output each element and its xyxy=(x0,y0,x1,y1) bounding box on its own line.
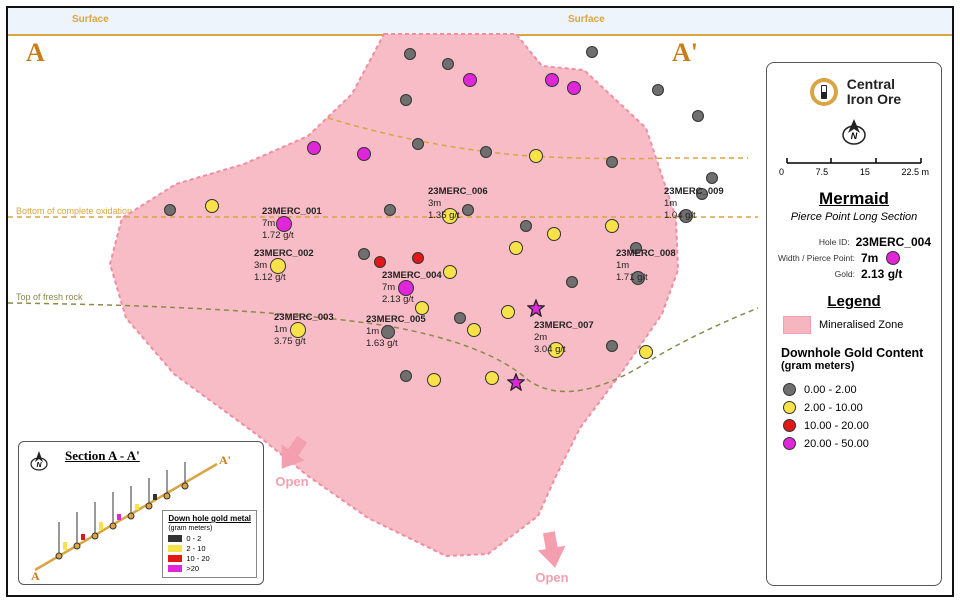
hole-label: 23MERC_0047m2.13 g/t xyxy=(382,270,442,306)
inset-legend-item: 2 - 10 xyxy=(168,544,251,553)
inset-legend: Down hole gold metal (gram meters) 0 - 2… xyxy=(162,510,257,578)
gold-dot xyxy=(692,110,704,122)
v: 23MERC_004 xyxy=(856,235,931,249)
scale-bar: 0 7.5 15 22.5 m xyxy=(779,153,929,177)
gold-dot xyxy=(443,265,457,279)
open-arrow-down: Open xyxy=(532,530,572,585)
gold-dot xyxy=(605,219,619,233)
gold-dot xyxy=(652,84,664,96)
gold-dot xyxy=(639,345,653,359)
legend-items: 0.00 - 2.00 2.00 - 10.00 10.00 - 20.00 20.0… xyxy=(783,378,869,455)
gold-dot xyxy=(520,220,532,232)
inset-legend-item: >20 xyxy=(168,564,251,573)
legend-mineralised-zone: Mineralised Zone xyxy=(783,316,903,334)
gold-dot xyxy=(358,248,370,260)
gold-dot xyxy=(384,204,396,216)
scale-tick: 15 xyxy=(860,167,870,177)
hole-label: 23MERC_0023m1.12 g/t xyxy=(254,248,314,284)
inset-legend-sub: (gram meters) xyxy=(168,525,251,532)
v: 7m xyxy=(861,251,878,265)
company-logo: Central Iron Ore xyxy=(807,75,901,109)
gold-dot xyxy=(400,94,412,106)
gold-dot xyxy=(545,73,559,87)
map-frame: Surface Surface A A' Bottom of complete … xyxy=(6,6,954,597)
gold-dot xyxy=(467,323,481,337)
hole-label: 23MERC_0081m1.71 g/t xyxy=(616,248,676,284)
hole-label: 23MERC_0051m1.63 g/t xyxy=(366,314,426,350)
svg-text:A: A xyxy=(31,569,40,583)
company-name-1: Central xyxy=(847,77,901,92)
gold-dot xyxy=(606,340,618,352)
zone-swatch-icon xyxy=(783,316,811,334)
gold-dot xyxy=(485,371,499,385)
k: Gold: xyxy=(777,269,855,279)
gold-dot xyxy=(404,48,416,60)
inset-legend-item: 10 - 20 xyxy=(168,554,251,563)
svg-text:A': A' xyxy=(219,453,231,467)
k: Width / Pierce Point: xyxy=(777,253,855,263)
gold-dot xyxy=(463,73,477,87)
inset-legend-item: 0 - 2 xyxy=(168,534,251,543)
legend-item: 20.00 - 50.00 xyxy=(783,437,869,450)
open-arrow-left: Open xyxy=(272,434,312,489)
gold-dot xyxy=(501,305,515,319)
gold-dot xyxy=(442,58,454,70)
logo-icon xyxy=(807,75,841,109)
k: Hole ID: xyxy=(777,237,850,247)
example-dot-icon xyxy=(886,251,900,265)
gold-dot xyxy=(164,204,176,216)
gold-dot xyxy=(427,373,441,387)
star-icon xyxy=(507,373,525,391)
freshrock-label: Top of fresh rock xyxy=(16,292,83,302)
north-arrow-icon: N xyxy=(840,117,868,147)
gold-dot xyxy=(454,312,466,324)
side-panel: Central Iron Ore N 0 7.5 15 22.5 m xyxy=(766,62,942,586)
legend-label: Mineralised Zone xyxy=(819,319,903,331)
gold-dot xyxy=(547,227,561,241)
gold-dot xyxy=(606,156,618,168)
project-subtitle: Pierce Point Long Section xyxy=(791,211,918,223)
star-icon xyxy=(527,299,545,317)
gold-dot xyxy=(706,172,718,184)
project-title: Mermaid xyxy=(819,189,889,209)
company-name-2: Iron Ore xyxy=(847,92,901,107)
hole-label: 23MERC_0072m3.04 g/t xyxy=(534,320,594,356)
v: 2.13 g/t xyxy=(861,267,902,281)
oxidation-label: Bottom of complete oxidation xyxy=(16,206,132,216)
gold-dot xyxy=(412,138,424,150)
gold-dot xyxy=(566,276,578,288)
gold-dot xyxy=(307,141,321,155)
hole-label: 23MERC_0017m1.72 g/t xyxy=(262,206,322,242)
gold-dot xyxy=(567,81,581,95)
legend-item: 10.00 - 20.00 xyxy=(783,419,869,432)
hole-label: 23MERC_0063m1.35 g/t xyxy=(428,186,488,222)
gold-dot xyxy=(529,149,543,163)
inset-section: N Section A - A' A A' xyxy=(18,441,264,585)
gold-dot xyxy=(480,146,492,158)
scale-tick: 7.5 xyxy=(816,167,829,177)
hole-label: 23MERC_0031m3.75 g/t xyxy=(274,312,334,348)
example-callout: Hole ID: 23MERC_004 Width / Pierce Point:… xyxy=(777,233,931,283)
gold-dot xyxy=(205,199,219,213)
gold-dot xyxy=(586,46,598,58)
gold-dot xyxy=(509,241,523,255)
downhole-title: Downhole Gold Content xyxy=(781,346,923,360)
gold-dot xyxy=(374,256,386,268)
svg-text:N: N xyxy=(851,131,858,141)
scale-tick: 0 xyxy=(779,167,784,177)
legend-item: 2.00 - 10.00 xyxy=(783,401,869,414)
scale-tick: 22.5 m xyxy=(901,167,929,177)
inset-legend-title: Down hole gold metal xyxy=(168,514,251,523)
gold-dot xyxy=(357,147,371,161)
downhole-subtitle: (gram meters) xyxy=(781,360,854,372)
hole-label: 23MERC_0091m1.04 g/t xyxy=(664,186,724,222)
legend-title: Legend xyxy=(827,293,880,310)
gold-dot xyxy=(400,370,412,382)
gold-dot xyxy=(412,252,424,264)
legend-item: 0.00 - 2.00 xyxy=(783,383,869,396)
